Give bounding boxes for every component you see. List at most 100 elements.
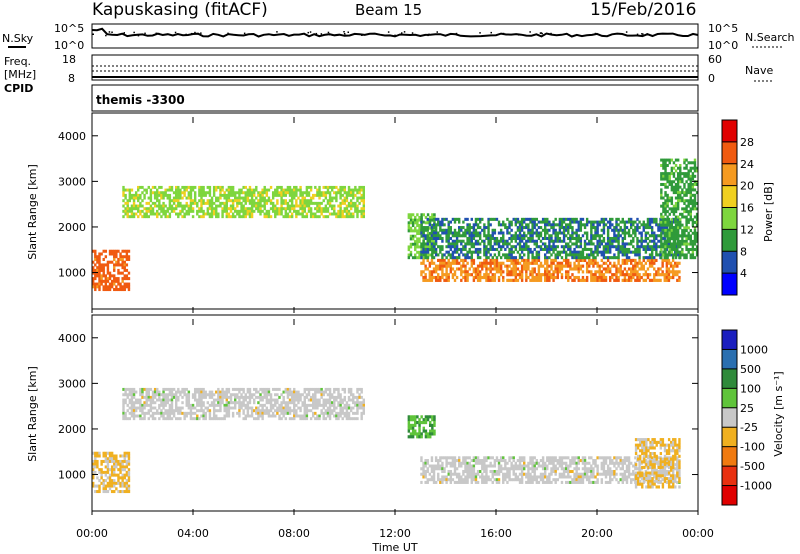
- velocity-cell: [299, 414, 302, 418]
- velocity-cell: [286, 401, 290, 405]
- power-cell: [238, 212, 241, 216]
- power-cell: [441, 236, 444, 241]
- power-cell: [687, 226, 690, 230]
- power-cell: [685, 218, 688, 222]
- power-cell: [416, 232, 419, 236]
- power-cell: [676, 191, 680, 195]
- power-cell: [202, 212, 205, 216]
- velocity-cell: [102, 459, 105, 463]
- velocity-cell: [307, 390, 311, 394]
- power-cell: [104, 285, 108, 289]
- velocity-cell: [246, 411, 250, 415]
- velocity-cell: [151, 390, 155, 394]
- power-cell: [674, 204, 678, 208]
- velocity-cell: [225, 411, 228, 415]
- velocity-cell: [269, 398, 273, 402]
- power-cell: [420, 250, 423, 254]
- velocity-cell: [474, 459, 478, 463]
- velocity-cell: [409, 435, 413, 439]
- power-cell: [422, 256, 426, 260]
- velocity-cell: [151, 411, 155, 415]
- power-cell: [539, 247, 543, 251]
- power-cell: [113, 282, 116, 286]
- power-cell: [516, 217, 520, 221]
- power-cell: [537, 236, 541, 241]
- power-cell: [664, 164, 667, 168]
- power-cell: [672, 253, 676, 257]
- power-cell: [271, 201, 275, 205]
- power-colorbar-tick-label: 16: [740, 202, 754, 215]
- velocity-cell: [124, 417, 127, 421]
- velocity-cell: [210, 393, 214, 397]
- power-cell: [343, 191, 347, 195]
- velocity-cell: [428, 464, 432, 468]
- power-cell: [657, 239, 660, 243]
- power-cell: [560, 239, 564, 243]
- velocity-cell: [94, 462, 97, 466]
- power-cell: [92, 285, 95, 289]
- power-cell: [271, 196, 275, 200]
- power-cell: [590, 231, 593, 235]
- power-cell: [619, 270, 622, 274]
- velocity-cell: [106, 490, 110, 494]
- power-cell: [127, 255, 131, 259]
- power-cell: [455, 239, 459, 243]
- velocity-cell: [470, 459, 473, 463]
- power-cell: [502, 270, 505, 274]
- power-cell: [217, 212, 220, 216]
- nsky-tick-top: 10^5: [54, 22, 84, 35]
- velocity-cell: [198, 390, 201, 394]
- velocity-cell: [246, 403, 250, 407]
- power-cell: [212, 212, 216, 216]
- power-cell: [489, 278, 492, 282]
- power-cell: [646, 245, 650, 249]
- velocity-cell: [238, 411, 241, 415]
- power-cell: [648, 234, 652, 238]
- velocity-cell: [269, 414, 273, 418]
- velocity-cell: [183, 417, 186, 421]
- power-cell: [523, 217, 526, 221]
- power-cell: [202, 193, 205, 197]
- power-cell: [672, 229, 676, 233]
- power-cell: [548, 242, 551, 246]
- power-cell: [244, 191, 247, 195]
- power-cell: [481, 264, 484, 268]
- power-cell: [491, 234, 494, 238]
- velocity-cell: [164, 403, 167, 407]
- velocity-cell: [316, 417, 319, 421]
- velocity-cell: [301, 414, 304, 418]
- power-cell: [533, 239, 536, 243]
- power-cell: [307, 199, 311, 203]
- power-cell: [445, 261, 448, 265]
- velocity-cell: [485, 475, 488, 479]
- velocity-cell: [261, 390, 264, 394]
- power-cell: [499, 228, 503, 232]
- noise-search-point: [155, 32, 157, 35]
- velocity-cell: [257, 401, 260, 405]
- velocity-cell: [343, 390, 347, 394]
- power-cell: [164, 215, 167, 219]
- velocity-cell: [106, 451, 110, 455]
- velocity-cell: [314, 403, 317, 407]
- power-cell: [567, 245, 570, 249]
- velocity-cell: [219, 406, 222, 410]
- power-cell: [518, 223, 522, 227]
- velocity-cell: [265, 401, 269, 405]
- noise-search-point: [137, 34, 140, 37]
- power-cell: [653, 278, 656, 282]
- velocity-cell: [328, 398, 332, 402]
- power-cell: [303, 215, 306, 219]
- power-cell: [309, 215, 313, 219]
- power-cell: [234, 191, 237, 195]
- power-cell: [493, 236, 497, 241]
- power-cell: [476, 247, 480, 251]
- power-cell: [598, 236, 601, 241]
- velocity-cell: [407, 426, 411, 430]
- velocity-cell: [206, 406, 210, 410]
- velocity-cell: [280, 411, 283, 415]
- velocity-cell: [212, 411, 216, 415]
- power-cell: [672, 161, 676, 165]
- velocity-cell: [179, 411, 182, 415]
- velocity-cell: [115, 481, 118, 485]
- power-cell: [573, 217, 576, 221]
